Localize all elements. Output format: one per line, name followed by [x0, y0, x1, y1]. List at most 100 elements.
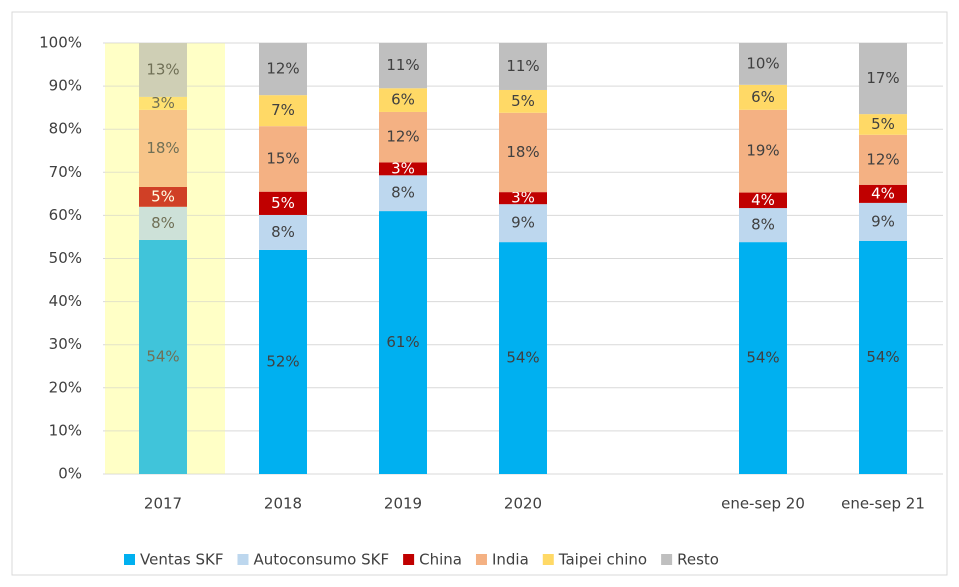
legend-label: China	[419, 551, 462, 569]
data-label: 6%	[391, 91, 415, 109]
bar-segment	[259, 43, 307, 96]
data-label: 5%	[871, 115, 895, 133]
data-label: 7%	[271, 101, 295, 119]
data-label: 12%	[386, 128, 419, 146]
y-tick-label: 50%	[49, 249, 82, 267]
bar-segment	[259, 191, 307, 215]
y-tick-label: 40%	[49, 292, 82, 310]
bar-segment	[379, 162, 427, 176]
legend-swatch	[661, 554, 673, 565]
data-label: 10%	[746, 54, 779, 72]
y-tick-label: 30%	[49, 335, 82, 353]
x-tick-label: ene-sep 21	[841, 495, 925, 513]
data-label: 15%	[266, 149, 299, 167]
bar-segment	[739, 43, 787, 85]
bar-segment	[499, 43, 547, 90]
data-label: 19%	[746, 142, 779, 160]
legend-swatch	[475, 554, 487, 565]
data-label: 12%	[266, 60, 299, 78]
y-tick-label: 20%	[49, 378, 82, 396]
data-label: 4%	[871, 184, 895, 202]
bar-segment	[139, 96, 187, 110]
bar-segment	[859, 202, 907, 241]
legend-label: Taipei chino	[558, 551, 647, 569]
bar-segment	[859, 134, 907, 185]
data-label: 4%	[751, 191, 775, 209]
y-tick-label: 70%	[49, 163, 82, 181]
bar-segment	[379, 88, 427, 112]
data-label: 8%	[391, 184, 415, 202]
data-label: 3%	[151, 94, 175, 112]
data-label: 8%	[751, 216, 775, 234]
data-label: 11%	[506, 57, 539, 75]
data-label: 61%	[386, 333, 419, 351]
bar-segment	[139, 239, 187, 474]
y-tick-label: 80%	[49, 120, 82, 138]
bar-segment	[499, 89, 547, 113]
data-label: 5%	[271, 194, 295, 212]
y-tick-label: 100%	[39, 34, 82, 52]
data-label: 52%	[266, 352, 299, 370]
bar-segment	[259, 126, 307, 192]
legend-label: Resto	[677, 551, 719, 569]
data-label: 54%	[866, 348, 899, 366]
bar-segment	[259, 95, 307, 127]
data-label: 5%	[151, 187, 175, 205]
bar-segment	[139, 43, 187, 97]
data-label: 5%	[511, 92, 535, 110]
legend-swatch	[124, 554, 135, 565]
bar-segment	[739, 84, 787, 110]
data-label: 13%	[146, 60, 179, 78]
legend-label: Ventas SKF	[140, 551, 223, 569]
bar-segment	[859, 114, 907, 135]
x-tick-label: 2017	[144, 495, 182, 513]
bar-segment	[739, 109, 787, 193]
bar-segment	[499, 192, 547, 205]
x-tick-label: 2020	[504, 495, 542, 513]
legend-swatch	[237, 554, 249, 565]
bar-segment	[139, 186, 187, 207]
data-label: 12%	[866, 150, 899, 168]
y-tick-label: 60%	[49, 206, 82, 224]
data-label: 54%	[506, 349, 539, 367]
bar-segment	[379, 111, 427, 163]
bar-segment	[379, 175, 427, 212]
bar-segment	[859, 240, 907, 474]
data-label: 3%	[511, 189, 535, 207]
bar-segment	[379, 211, 427, 474]
bar-segment	[739, 192, 787, 209]
data-label: 9%	[511, 214, 535, 232]
x-tick-label: ene-sep 20	[721, 495, 805, 513]
data-label: 18%	[146, 139, 179, 157]
x-tick-label: 2019	[384, 495, 422, 513]
bar-segment	[139, 109, 187, 187]
legend-label: India	[492, 551, 529, 569]
bar-segment	[379, 43, 427, 89]
bar-segment	[259, 214, 307, 250]
bar-segment	[859, 43, 907, 115]
x-tick-label: 2018	[264, 495, 302, 513]
data-label: 11%	[386, 56, 419, 74]
bar-segment	[499, 112, 547, 193]
data-label: 3%	[391, 159, 415, 177]
legend-swatch	[542, 554, 554, 565]
legend-label: Autoconsumo SKF	[253, 551, 389, 569]
data-label: 8%	[271, 223, 295, 241]
y-tick-label: 10%	[49, 421, 82, 439]
data-label: 54%	[746, 349, 779, 367]
y-tick-label: 0%	[58, 465, 82, 483]
bar-segment	[139, 206, 187, 240]
legend-swatch	[403, 554, 415, 565]
bar-segment	[499, 204, 547, 243]
data-label: 9%	[871, 212, 895, 230]
y-tick-label: 90%	[49, 77, 82, 95]
data-label: 18%	[506, 143, 539, 161]
data-label: 8%	[151, 214, 175, 232]
bar-segment	[499, 242, 547, 474]
data-label: 17%	[866, 69, 899, 87]
bar-segment	[859, 184, 907, 203]
data-label: 54%	[146, 347, 179, 365]
highlight-overlay	[105, 43, 225, 474]
bar-segment	[739, 208, 787, 243]
